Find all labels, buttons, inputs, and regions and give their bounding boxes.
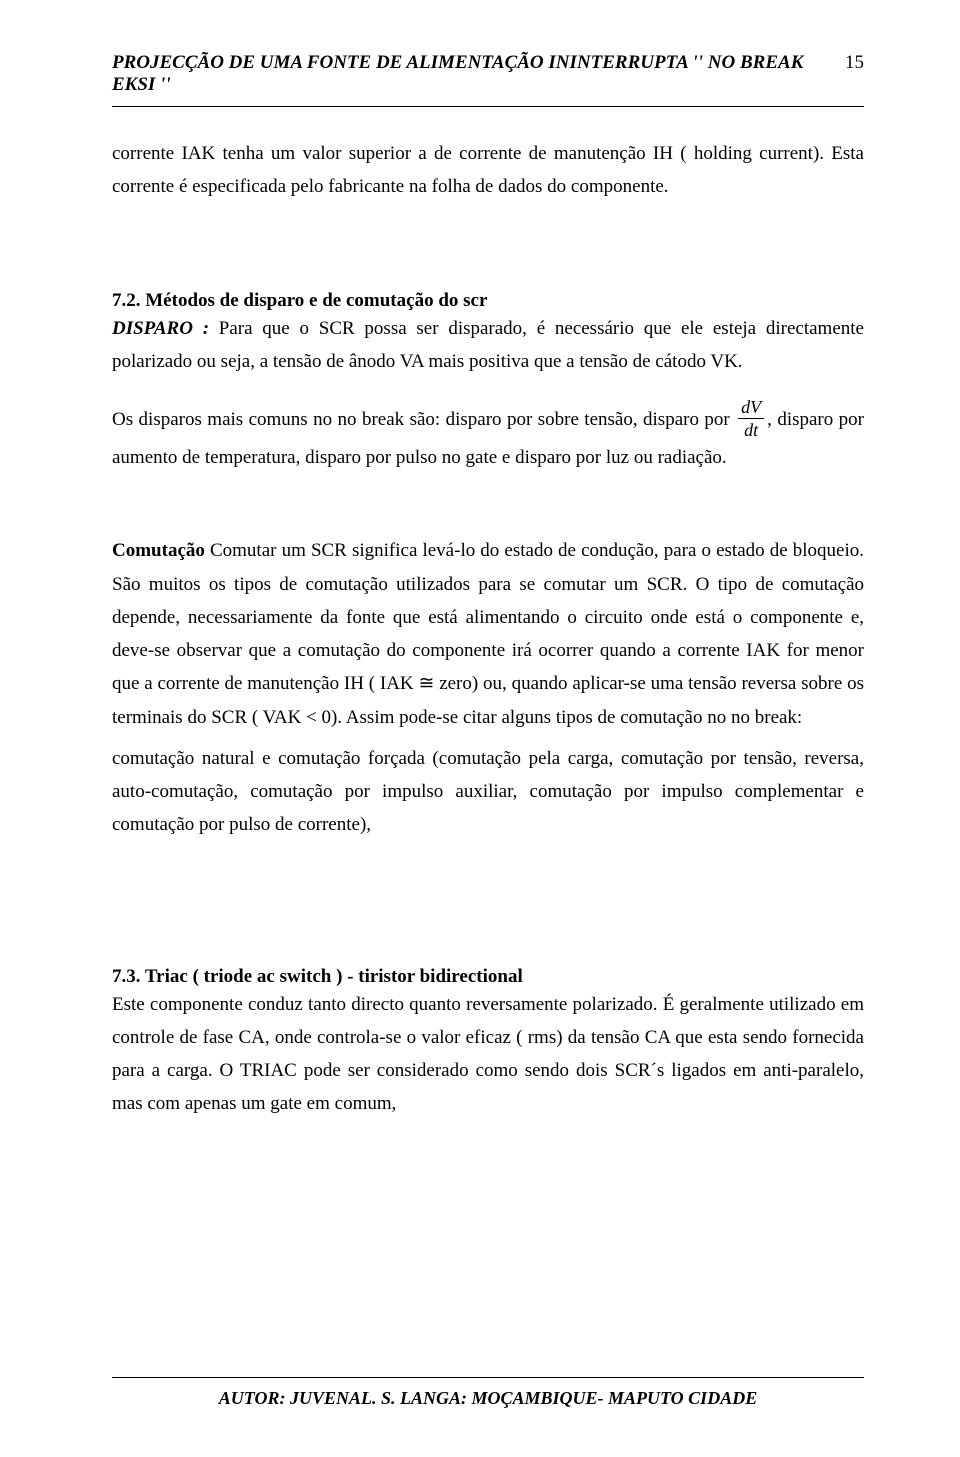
running-head-title: PROJECÇÃO DE UMA FONTE DE ALIMENTAÇÃO IN… [112, 52, 833, 96]
section-7-2-disparo-paragraph: DISPARO : Para que o SCR possa ser dispa… [112, 312, 864, 379]
footer-rule [112, 1377, 864, 1378]
footer: AUTOR: JUVENAL. S. LANGA: MOÇAMBIQUE- MA… [112, 1371, 864, 1409]
page: PROJECÇÃO DE UMA FONTE DE ALIMENTAÇÃO IN… [0, 0, 960, 1457]
disparo-lead: DISPARO : [112, 318, 209, 339]
spacer [112, 226, 864, 264]
intro-paragraph: corrente IAK tenha um valor superior a d… [112, 137, 864, 204]
section-7-2-disparos-paragraph: Os disparos mais comuns no no break são:… [112, 400, 864, 474]
section-7-3-paragraph: Este componente conduz tanto directo qua… [112, 988, 864, 1121]
spacer [112, 496, 864, 534]
running-head: PROJECÇÃO DE UMA FONTE DE ALIMENTAÇÃO IN… [112, 52, 864, 96]
comutacao-lead: Comutação [112, 540, 210, 561]
section-7-3-heading: 7.3. Triac ( triode ac switch ) - tirist… [112, 966, 864, 988]
comutacao-list-paragraph: comutação natural e comutação forçada (c… [112, 742, 864, 842]
header-rule [112, 106, 864, 107]
section-7-2-heading: 7.2. Métodos de disparo e de comutação d… [112, 290, 864, 312]
disparos-pre: Os disparos mais comuns no no break são:… [112, 409, 735, 430]
footer-text: AUTOR: JUVENAL. S. LANGA: MOÇAMBIQUE- MA… [112, 1388, 864, 1409]
fraction-numerator: dV [738, 398, 764, 419]
disparo-body-1: Para que o SCR possa ser disparado, é ne… [112, 318, 864, 372]
comutacao-paragraph: Comutação Comutar um SCR significa levá-… [112, 534, 864, 734]
page-number: 15 [845, 52, 864, 74]
spacer [112, 902, 864, 940]
comutacao-body: Comutar um SCR significa levá-lo do esta… [112, 540, 864, 727]
fraction-dv-dt: dVdt [738, 398, 764, 439]
spacer [112, 864, 864, 902]
fraction-denominator: dt [738, 419, 764, 439]
